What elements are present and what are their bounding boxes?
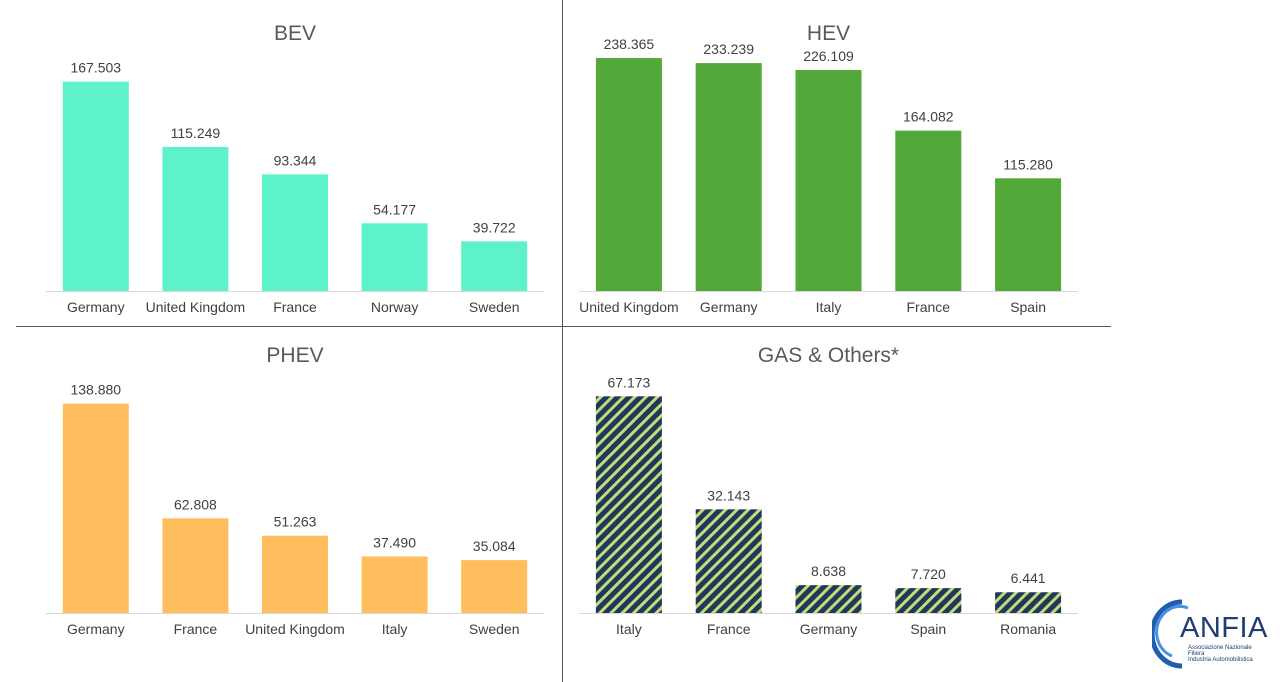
bar (695, 63, 762, 292)
bar (461, 560, 528, 613)
bar (795, 585, 862, 613)
bar (995, 178, 1062, 291)
category-label: United Kingdom (579, 299, 679, 315)
logo-brand: ANFIA (1180, 612, 1268, 644)
logo-sub-line: Industria Automobilistica (1188, 657, 1253, 663)
data-label: 115.249 (171, 125, 221, 141)
category-label: Italy (816, 299, 842, 315)
bar (262, 535, 328, 613)
category-label: France (174, 621, 218, 637)
category-label: France (273, 299, 317, 315)
category-label: Germany (700, 299, 758, 315)
data-label: 7.720 (911, 566, 946, 582)
anfia-logo-mark (1152, 599, 1189, 669)
vertical-divider (562, 0, 563, 682)
logo-sub-line: Filiera (1188, 651, 1205, 657)
data-label: 164.082 (903, 109, 954, 125)
data-label: 226.109 (803, 48, 854, 64)
category-label: Norway (371, 299, 418, 315)
data-label: 67.173 (607, 374, 650, 390)
anfia-logo: ANFIA Associazione Nazionale Filiera Ind… (1152, 598, 1276, 672)
category-label: United Kingdom (146, 299, 246, 315)
logo-sub-line: Associazione Nazionale (1188, 645, 1252, 651)
bar (695, 509, 762, 613)
data-label: 8.638 (811, 563, 846, 579)
category-label: Germany (67, 621, 125, 637)
data-label: 167.503 (70, 60, 121, 76)
chart-title: BEV (274, 22, 316, 45)
data-label: 54.177 (373, 201, 416, 217)
bar (162, 518, 229, 613)
category-label: Sweden (469, 299, 520, 315)
data-label: 51.263 (274, 514, 317, 530)
data-label: 37.490 (373, 534, 416, 550)
category-label: Romania (1000, 621, 1056, 637)
data-label: 32.143 (707, 487, 750, 503)
data-label: 233.239 (703, 41, 754, 57)
bar (162, 146, 229, 291)
bar (62, 81, 129, 291)
data-label: 238.365 (604, 36, 655, 52)
chart-title: HEV (807, 22, 850, 45)
chart-title: GAS & Others* (758, 344, 899, 367)
bar (895, 130, 962, 291)
bar (361, 223, 428, 291)
bar (361, 556, 428, 613)
category-label: Spain (1010, 299, 1046, 315)
data-label: 62.808 (174, 496, 217, 512)
data-label: 138.880 (70, 382, 121, 398)
bar (795, 70, 862, 292)
bar (62, 403, 129, 613)
category-label: Germany (800, 621, 858, 637)
chart-title: PHEV (266, 344, 323, 367)
bar (595, 396, 662, 613)
logo-subtitle: Associazione Nazionale Filiera Industria… (1188, 645, 1276, 663)
category-label: Spain (910, 621, 946, 637)
data-label: 39.722 (473, 219, 516, 235)
category-label: France (907, 299, 951, 315)
category-label: Germany (67, 299, 125, 315)
bar (461, 241, 528, 291)
data-label: 6.441 (1011, 570, 1046, 586)
category-label: Italy (382, 621, 408, 637)
bar (262, 174, 328, 291)
data-label: 35.084 (473, 538, 516, 554)
category-label: Sweden (469, 621, 520, 637)
horizontal-divider (16, 326, 1111, 327)
category-label: United Kingdom (245, 621, 345, 637)
data-label: 115.280 (1003, 156, 1053, 172)
category-label: France (707, 621, 751, 637)
data-label: 93.344 (274, 152, 317, 168)
bar (895, 588, 962, 613)
category-label: Italy (616, 621, 642, 637)
bar (595, 58, 662, 291)
bar (995, 592, 1062, 613)
